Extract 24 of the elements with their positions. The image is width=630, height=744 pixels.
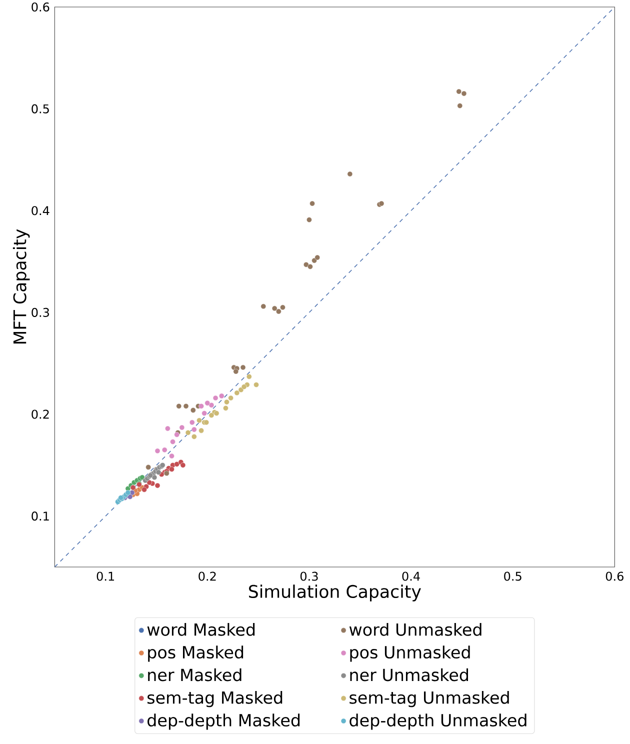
y-tick-label: 0.2 [32, 410, 49, 419]
y-tick-label: 0.5 [32, 104, 49, 114]
x-tick-label: 0.4 [402, 572, 420, 581]
legend-label: pos Unmasked [350, 646, 470, 662]
x-tick-label: 0.6 [606, 572, 624, 581]
legend-label: word Masked [147, 622, 255, 636]
legend-label: word Unmasked [349, 622, 482, 636]
x-tick-label: 0.1 [96, 572, 114, 581]
legend-label: ner Unmasked [350, 668, 468, 682]
y-axis-title: MFT Capacity [12, 229, 30, 344]
legend-label: ner Masked [148, 668, 242, 682]
y-tick-label: 0.4 [32, 206, 50, 216]
x-tick-label: 0.5 [504, 572, 522, 581]
y-tick-label: 0.1 [32, 512, 49, 521]
x-axis-title: Simulation Capacity [249, 584, 421, 602]
legend-label: sem-tag Masked [148, 690, 282, 708]
y-tick-label: 0.3 [32, 308, 49, 317]
legend-label: sem-tag Unmasked [350, 690, 509, 708]
legend-label: pos Masked [148, 646, 244, 662]
y-tick-label: 0.6 [32, 2, 50, 12]
legend-label: dep-depth Masked [148, 714, 300, 730]
x-tick-label: 0.3 [300, 572, 318, 581]
x-tick-label: 0.2 [198, 572, 216, 581]
legend-label: dep-depth Unmasked [350, 714, 526, 730]
